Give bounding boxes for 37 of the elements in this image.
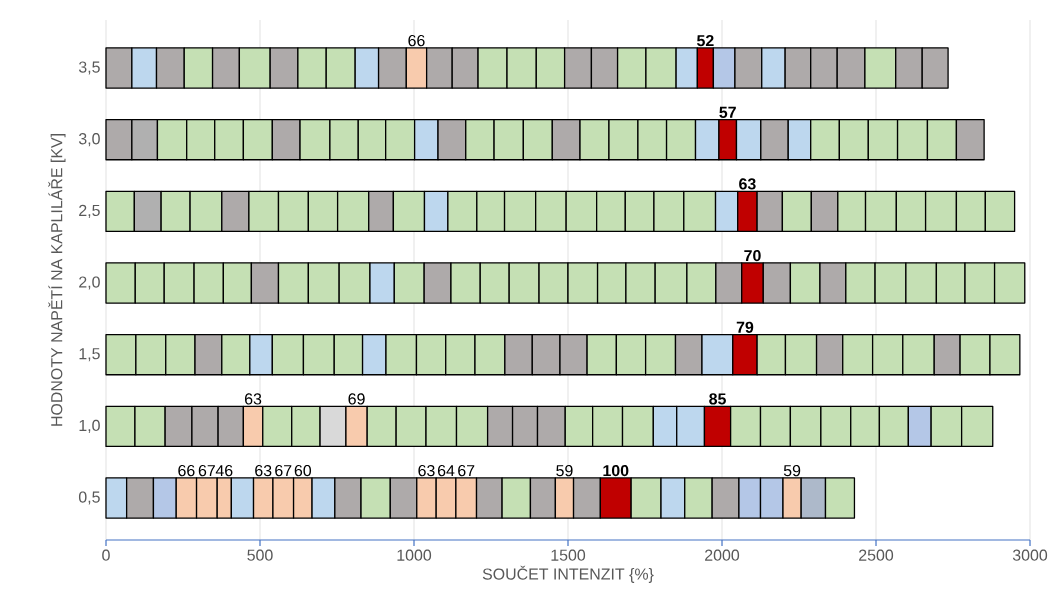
data-label: 66 xyxy=(408,34,425,47)
data-label: 63 xyxy=(255,464,272,477)
data-label: 100 xyxy=(603,464,629,477)
data-label: 46 xyxy=(215,464,233,477)
y-tick-label: 2,5 xyxy=(79,204,100,218)
data-label: 79 xyxy=(736,321,754,333)
x-axis-title: SOUČET INTENZIT {%} xyxy=(482,565,654,583)
y-axis-title: HODNOTY NAPĚTÍ NA KAPLILÁŘE [KV] xyxy=(48,134,66,426)
x-tick-label: 3000 xyxy=(1012,549,1048,561)
x-tick-label: 0 xyxy=(102,549,110,561)
x-tick-label: 2500 xyxy=(859,549,894,561)
data-label: 67 xyxy=(275,464,292,477)
data-label: 64 xyxy=(437,464,455,477)
y-tick-label: 3,5 xyxy=(78,61,100,75)
y-tick-label: 2,0 xyxy=(79,276,100,290)
data-label: 59 xyxy=(556,464,573,477)
data-label: 52 xyxy=(696,34,714,47)
data-label: 85 xyxy=(709,393,726,405)
data-label: 57 xyxy=(719,106,736,118)
y-tick-label: 0,5 xyxy=(78,491,100,505)
data-label: 69 xyxy=(348,393,365,405)
x-tick-label: 2000 xyxy=(705,549,740,561)
data-label: 66 xyxy=(178,464,195,477)
data-label: 70 xyxy=(744,249,761,262)
y-tick-label: 1,0 xyxy=(79,419,100,433)
y-tick-label: 1,5 xyxy=(79,348,100,362)
x-tick-label: 1500 xyxy=(551,549,586,561)
data-label: 59 xyxy=(783,464,801,477)
y-tick-label: 3,0 xyxy=(78,133,100,147)
data-label: 63 xyxy=(418,464,435,477)
data-label: 63 xyxy=(245,393,262,405)
x-tick-label: 1000 xyxy=(397,549,432,561)
x-tick-label: 500 xyxy=(247,549,273,561)
data-label: 67 xyxy=(458,464,475,477)
data-label: 60 xyxy=(294,464,312,477)
data-label: 67 xyxy=(198,464,215,477)
data-label: 63 xyxy=(739,178,756,190)
